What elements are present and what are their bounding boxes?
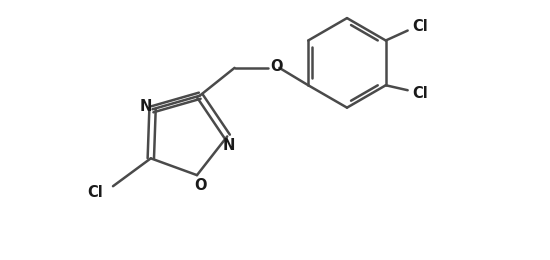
Text: O: O bbox=[195, 178, 207, 193]
Text: Cl: Cl bbox=[412, 19, 428, 34]
Text: O: O bbox=[270, 59, 283, 74]
Text: Cl: Cl bbox=[87, 185, 103, 200]
Text: Cl: Cl bbox=[412, 86, 428, 101]
Text: N: N bbox=[223, 138, 235, 153]
Text: N: N bbox=[139, 99, 152, 114]
